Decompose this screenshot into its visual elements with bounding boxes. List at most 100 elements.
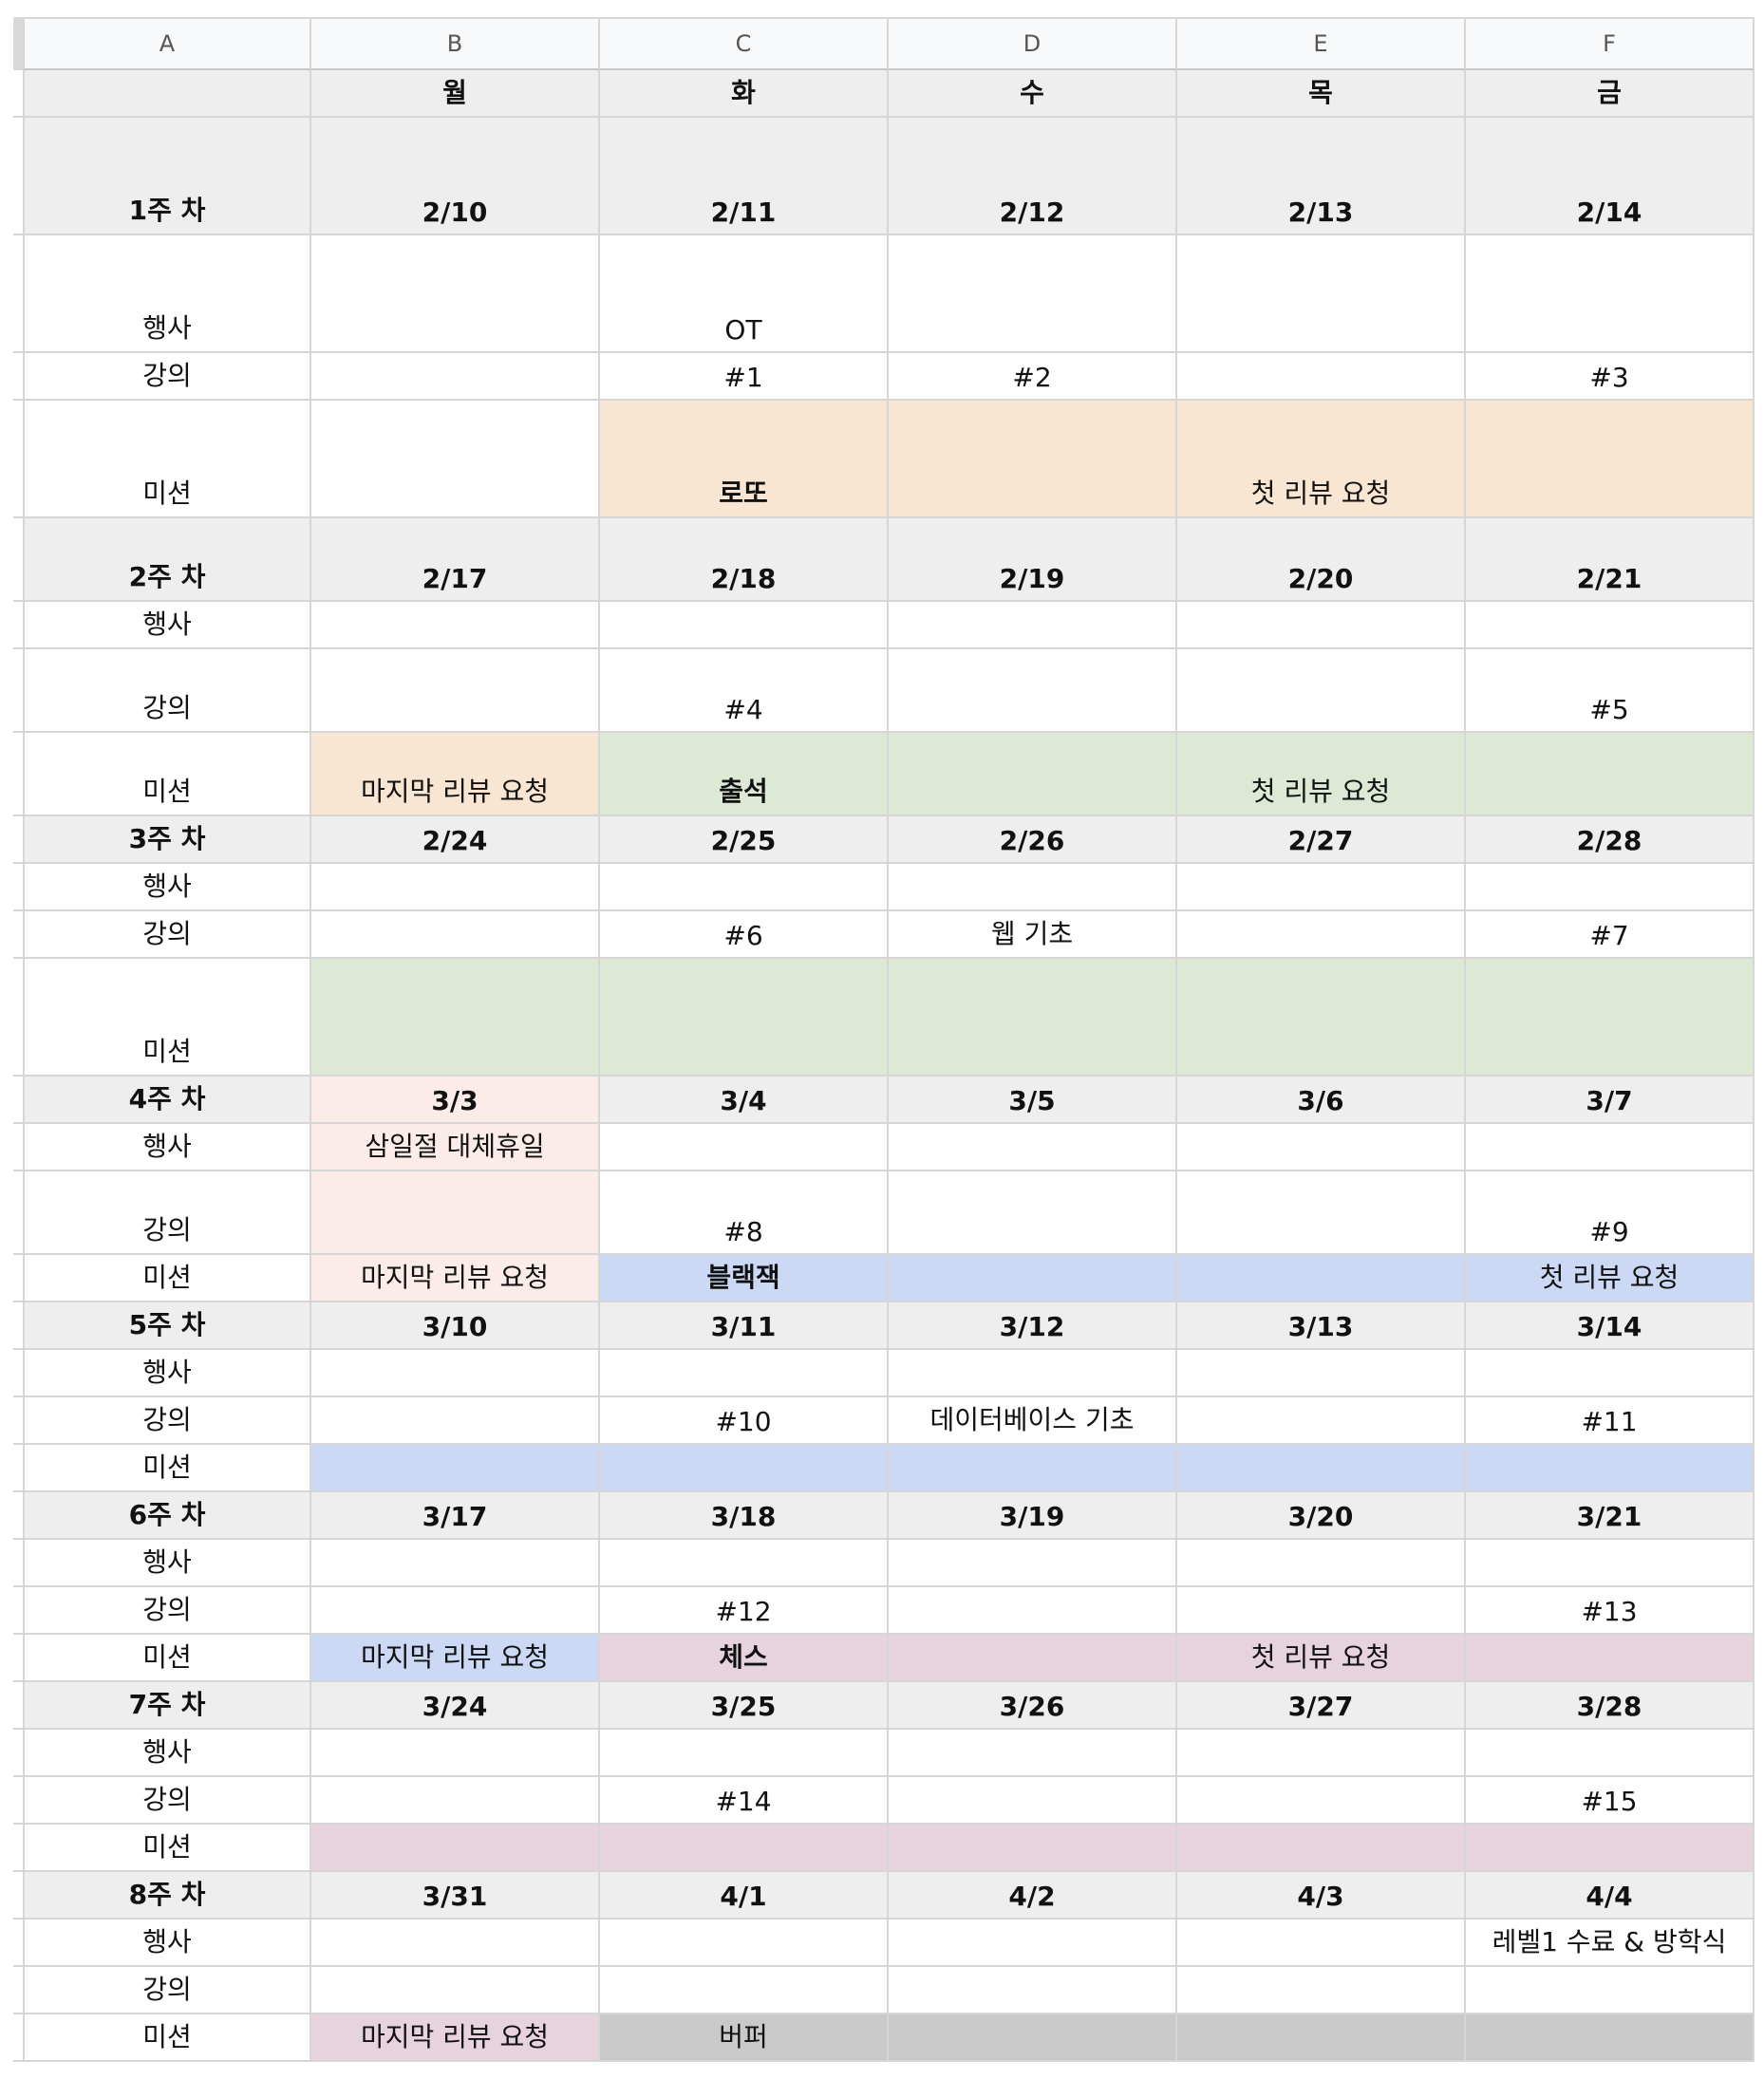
cell-c-row-29[interactable]	[600, 1825, 889, 1872]
cell-d-row-28[interactable]	[889, 1777, 1177, 1825]
cell-d-row-26[interactable]: 3/26	[889, 1682, 1177, 1730]
cell-e-row-25[interactable]: 첫 리뷰 요청	[1177, 1635, 1466, 1682]
cell-f-row-12[interactable]: #7	[1466, 911, 1755, 959]
cell-b-row-29[interactable]	[311, 1825, 600, 1872]
cell-b-row-13[interactable]	[311, 959, 600, 1077]
cell-f-row-26[interactable]: 3/28	[1466, 1682, 1755, 1730]
cell-a-row-28[interactable]: 강의	[23, 1777, 311, 1825]
cell-b-row-8[interactable]	[311, 649, 600, 733]
cell-a-row-7[interactable]: 행사	[23, 602, 311, 649]
cell-b-row-17[interactable]: 마지막 리뷰 요청	[311, 1255, 600, 1302]
cell-e-row-15[interactable]	[1177, 1124, 1466, 1171]
cell-b-row-31[interactable]	[311, 1920, 600, 1967]
cell-b-row-14[interactable]: 3/3	[311, 1077, 600, 1124]
cell-b-row-5[interactable]	[311, 401, 600, 518]
cell-e-row-9[interactable]: 첫 리뷰 요청	[1177, 733, 1466, 816]
cell-a-row-26[interactable]: 7주 차	[23, 1682, 311, 1730]
cell-e-row-2[interactable]: 2/13	[1177, 118, 1466, 235]
cell-a-row-3[interactable]: 행사	[23, 235, 311, 353]
cell-f-row-33[interactable]	[1466, 2014, 1755, 2062]
cell-d-row-15[interactable]	[889, 1124, 1177, 1171]
cell-d-row-21[interactable]	[889, 1445, 1177, 1492]
cell-a-row-20[interactable]: 강의	[23, 1397, 311, 1445]
cell-f-row-1[interactable]: 금	[1466, 70, 1755, 118]
column-header-f[interactable]: F	[1466, 17, 1755, 70]
cell-f-row-23[interactable]	[1466, 1540, 1755, 1587]
cell-b-row-11[interactable]	[311, 864, 600, 911]
cell-b-row-18[interactable]: 3/10	[311, 1302, 600, 1350]
cell-c-row-27[interactable]	[600, 1730, 889, 1777]
column-header-c[interactable]: C	[600, 17, 889, 70]
cell-b-row-25[interactable]: 마지막 리뷰 요청	[311, 1635, 600, 1682]
cell-e-row-10[interactable]: 2/27	[1177, 816, 1466, 864]
cell-e-row-3[interactable]	[1177, 235, 1466, 353]
cell-f-row-2[interactable]: 2/14	[1466, 118, 1755, 235]
cell-d-row-2[interactable]: 2/12	[889, 118, 1177, 235]
cell-a-row-31[interactable]: 행사	[23, 1920, 311, 1967]
cell-d-row-14[interactable]: 3/5	[889, 1077, 1177, 1124]
cell-a-row-24[interactable]: 강의	[23, 1587, 311, 1635]
cell-a-row-33[interactable]: 미션	[23, 2014, 311, 2062]
cell-c-row-2[interactable]: 2/11	[600, 118, 889, 235]
cell-f-row-20[interactable]: #11	[1466, 1397, 1755, 1445]
cell-c-row-22[interactable]: 3/18	[600, 1492, 889, 1540]
cell-f-row-8[interactable]: #5	[1466, 649, 1755, 733]
cell-a-row-15[interactable]: 행사	[23, 1124, 311, 1171]
cell-b-row-2[interactable]: 2/10	[311, 118, 600, 235]
cell-e-row-20[interactable]	[1177, 1397, 1466, 1445]
cell-b-row-28[interactable]	[311, 1777, 600, 1825]
cell-d-row-12[interactable]: 웹 기초	[889, 911, 1177, 959]
column-header-e[interactable]: E	[1177, 17, 1466, 70]
cell-a-row-1[interactable]	[23, 70, 311, 118]
cell-a-row-5[interactable]: 미션	[23, 401, 311, 518]
cell-e-row-32[interactable]	[1177, 1967, 1466, 2014]
cell-f-row-10[interactable]: 2/28	[1466, 816, 1755, 864]
cell-f-row-13[interactable]	[1466, 959, 1755, 1077]
cell-c-row-7[interactable]	[600, 602, 889, 649]
cell-a-row-27[interactable]: 행사	[23, 1730, 311, 1777]
cell-e-row-28[interactable]	[1177, 1777, 1466, 1825]
cell-e-row-12[interactable]	[1177, 911, 1466, 959]
cell-e-row-6[interactable]: 2/20	[1177, 518, 1466, 602]
cell-b-row-24[interactable]	[311, 1587, 600, 1635]
cell-a-row-2[interactable]: 1주 차	[23, 118, 311, 235]
cell-e-row-33[interactable]	[1177, 2014, 1466, 2062]
column-header-a[interactable]: A	[23, 17, 311, 70]
cell-c-row-16[interactable]: #8	[600, 1171, 889, 1255]
cell-c-row-8[interactable]: #4	[600, 649, 889, 733]
cell-d-row-30[interactable]: 4/2	[889, 1872, 1177, 1920]
cell-e-row-13[interactable]	[1177, 959, 1466, 1077]
cell-d-row-27[interactable]	[889, 1730, 1177, 1777]
cell-c-row-20[interactable]: #10	[600, 1397, 889, 1445]
cell-f-row-29[interactable]	[1466, 1825, 1755, 1872]
cell-a-row-22[interactable]: 6주 차	[23, 1492, 311, 1540]
cell-a-row-12[interactable]: 강의	[23, 911, 311, 959]
cell-e-row-27[interactable]	[1177, 1730, 1466, 1777]
cell-d-row-10[interactable]: 2/26	[889, 816, 1177, 864]
cell-c-row-6[interactable]: 2/18	[600, 518, 889, 602]
cell-c-row-9[interactable]: 출석	[600, 733, 889, 816]
cell-c-row-26[interactable]: 3/25	[600, 1682, 889, 1730]
cell-d-row-24[interactable]	[889, 1587, 1177, 1635]
cell-f-row-31[interactable]: 레벨1 수료 & 방학식	[1466, 1920, 1755, 1967]
cell-b-row-1[interactable]: 월	[311, 70, 600, 118]
cell-d-row-8[interactable]	[889, 649, 1177, 733]
cell-c-row-1[interactable]: 화	[600, 70, 889, 118]
cell-e-row-19[interactable]	[1177, 1350, 1466, 1397]
cell-e-row-8[interactable]	[1177, 649, 1466, 733]
cell-b-row-27[interactable]	[311, 1730, 600, 1777]
cell-c-row-4[interactable]: #1	[600, 353, 889, 401]
cell-e-row-23[interactable]	[1177, 1540, 1466, 1587]
cell-a-row-9[interactable]: 미션	[23, 733, 311, 816]
cell-a-row-29[interactable]: 미션	[23, 1825, 311, 1872]
cell-d-row-20[interactable]: 데이터베이스 기초	[889, 1397, 1177, 1445]
cell-b-row-7[interactable]	[311, 602, 600, 649]
cell-f-row-19[interactable]	[1466, 1350, 1755, 1397]
cell-d-row-18[interactable]: 3/12	[889, 1302, 1177, 1350]
cell-c-row-30[interactable]: 4/1	[600, 1872, 889, 1920]
cell-a-row-14[interactable]: 4주 차	[23, 1077, 311, 1124]
cell-d-row-11[interactable]	[889, 864, 1177, 911]
cell-b-row-30[interactable]: 3/31	[311, 1872, 600, 1920]
cell-b-row-9[interactable]: 마지막 리뷰 요청	[311, 733, 600, 816]
cell-e-row-14[interactable]: 3/6	[1177, 1077, 1466, 1124]
